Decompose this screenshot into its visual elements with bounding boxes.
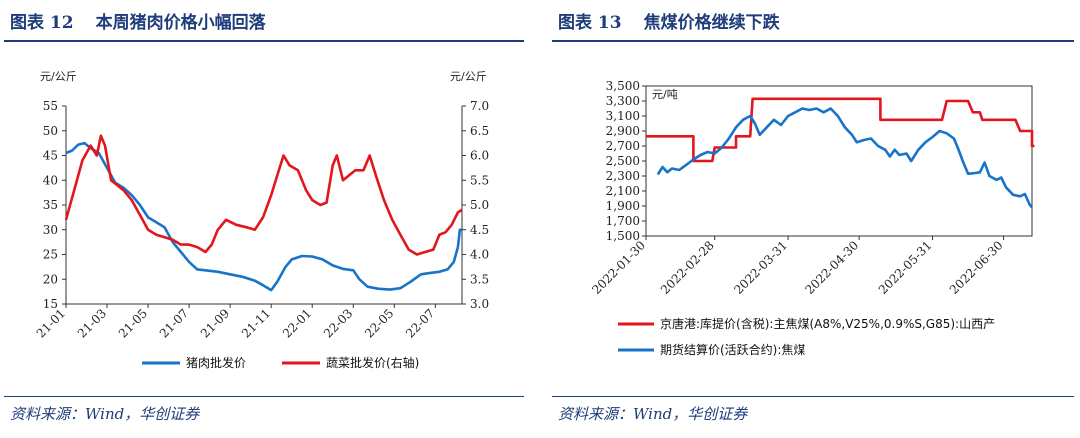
jingtang-port-price-series-line (646, 97, 1035, 163)
x-tick-label: 22-07 (403, 306, 437, 340)
y-tick-label: 2,300 (606, 169, 640, 183)
vegetable-price-series-line (64, 134, 463, 256)
x-tick-label: 2022-04-30 (802, 238, 861, 297)
x-tick-label: 21-01 (34, 306, 68, 340)
right-y-tick-label: 6.0 (470, 149, 489, 163)
right-source-rule (552, 396, 1074, 397)
left-source-note: 资料来源：Wind，华创证券 (10, 405, 200, 423)
right-y-tick-label: 4.5 (470, 223, 489, 237)
x-tick-label: 2022-06-30 (947, 238, 1006, 297)
x-tick-label: 21-03 (75, 306, 109, 340)
right-y-tick-label: 3.0 (470, 297, 489, 311)
left-y-tick-label: 40 (43, 173, 58, 187)
left-figure-panel: 图表 12 本周猪肉价格小幅回落 元/公斤 元/公斤 15 20 25 30 35 40 45 50… (0, 0, 530, 438)
y-tick-label: 3,100 (606, 109, 640, 123)
left-y-tick-label: 45 (43, 149, 58, 163)
right-y-tick-label: 6.5 (470, 124, 489, 138)
right-figure-label: 图表 13 (558, 13, 622, 33)
legend-label-port-price: 京唐港:库提价(含税):主焦煤(A8%,V25%,0.9%S,G85):山西产 (660, 316, 995, 331)
right-y-tick-label: 4.0 (470, 248, 489, 262)
left-y-tick-label: 50 (43, 124, 58, 138)
legend-label-vegetable: 蔬菜批发价(右轴) (326, 355, 419, 370)
y-tick-label: 3,300 (606, 94, 640, 108)
x-tick-label: 2022-05-31 (876, 238, 935, 297)
right-figure-title-text: 焦煤价格继续下跌 (643, 13, 780, 33)
y-tick-label: 2,100 (606, 184, 640, 198)
x-tick-label: 21-05 (116, 306, 150, 340)
right-y-tick-label: 5.0 (470, 198, 489, 212)
x-tick-label: 21-09 (198, 306, 232, 340)
left-figure-label: 图表 12 (10, 13, 74, 33)
y-tick-label: 1,700 (606, 214, 640, 228)
x-tick-label: 2022-01-30 (589, 238, 648, 297)
right-y-tick-label: 3.5 (470, 272, 489, 286)
left-y-tick-label: 55 (43, 99, 58, 113)
y-tick-label: 2,700 (606, 139, 640, 153)
y-axis-unit: 元/吨 (652, 88, 678, 101)
right-title-rule (552, 40, 1074, 42)
left-y-tick-label: 15 (43, 297, 58, 311)
right-source-note: 资料来源：Wind，华创证券 (558, 405, 748, 423)
x-tick-label: 22-03 (321, 306, 355, 340)
x-tick-label: 22-05 (362, 306, 396, 340)
left-source-rule (4, 396, 524, 397)
left-y-tick-label: 35 (43, 198, 58, 212)
right-axis-unit: 元/公斤 (450, 70, 487, 83)
right-figure-panel: 图表 13 焦煤价格继续下跌 元/吨 1,500 1,700 1,900 2,100 2,3… (548, 0, 1080, 438)
futures-settlement-series-line (656, 107, 1034, 209)
left-title-rule (4, 40, 524, 42)
x-tick-label: 21-07 (157, 306, 191, 340)
y-tick-label: 1,500 (606, 229, 640, 243)
left-y-tick-label: 30 (43, 223, 58, 237)
left-y-tick-label: 20 (43, 272, 58, 286)
right-y-tick-label: 5.5 (470, 173, 489, 187)
pork-price-series-line (65, 141, 462, 292)
legend-label-pork: 猪肉批发价 (186, 355, 246, 370)
left-figure-title: 图表 12 本周猪肉价格小幅回落 (10, 8, 288, 34)
y-tick-label: 1,900 (606, 199, 640, 213)
x-tick-label: 22-01 (280, 306, 314, 340)
legend-label-futures: 期货结算价(活跃合约):焦煤 (660, 342, 805, 357)
left-y-tick-label: 25 (43, 248, 58, 262)
y-tick-label: 3,500 (606, 79, 640, 93)
pork-vegetable-price-chart: 元/公斤 元/公斤 15 20 25 30 35 40 45 50 55 3.0 3.5 4.0 4.5 5.… (34, 70, 489, 370)
y-tick-label: 2,900 (606, 124, 640, 138)
right-figure-title: 图表 13 焦煤价格继续下跌 (558, 8, 802, 34)
left-figure-title-text: 本周猪肉价格小幅回落 (95, 13, 266, 33)
x-tick-label: 2022-02-28 (658, 238, 717, 297)
x-tick-label: 21-11 (239, 306, 273, 340)
y-tick-label: 2,500 (606, 154, 640, 168)
right-y-tick-label: 7.0 (470, 99, 489, 113)
coking-coal-price-chart: 元/吨 1,5001,7001,9002,1002,3002,5002,7002,… (589, 79, 1035, 357)
x-tick-label: 2022-03-31 (731, 238, 790, 297)
left-axis-unit: 元/公斤 (40, 70, 77, 83)
